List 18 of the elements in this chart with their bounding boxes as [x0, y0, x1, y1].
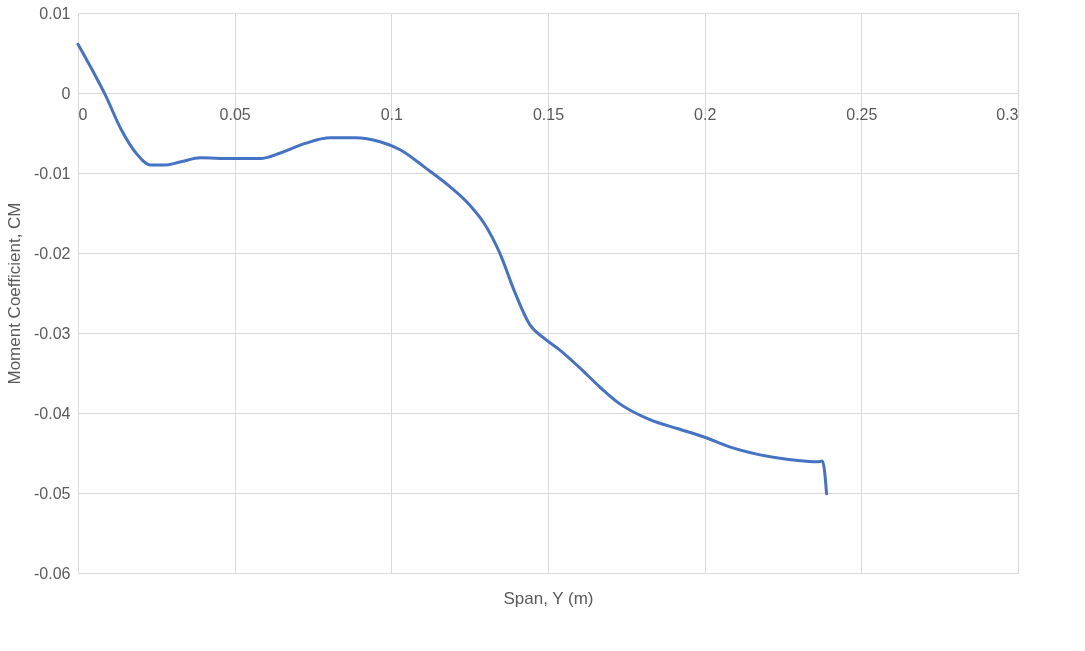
x-tick-label: 0.05 [219, 105, 251, 123]
x-tick-label: 0.2 [694, 105, 717, 123]
y-tick-label: -0.05 [34, 484, 71, 502]
x-tick-label: 0.3 [996, 105, 1019, 123]
y-tick-label: -0.04 [34, 404, 71, 422]
line-series [76, 42, 829, 496]
x-axis-title: Span, Y (m) [503, 588, 594, 608]
y-axis-title: Moment Coefficient, CM [5, 202, 25, 385]
y-tick-label: -0.01 [34, 164, 71, 182]
x-tick-label: 0 [78, 105, 88, 123]
x-tick-label: 0.25 [846, 105, 878, 123]
y-tick-label: -0.06 [34, 564, 71, 582]
y-tick-label: -0.02 [34, 244, 71, 262]
y-tick-label: 0.01 [39, 4, 71, 22]
y-tick-label: 0 [61, 84, 71, 102]
x-tick-label: 0.1 [380, 105, 404, 123]
y-tick-label: -0.03 [34, 324, 71, 342]
x-tick-label: 0.15 [532, 105, 565, 123]
